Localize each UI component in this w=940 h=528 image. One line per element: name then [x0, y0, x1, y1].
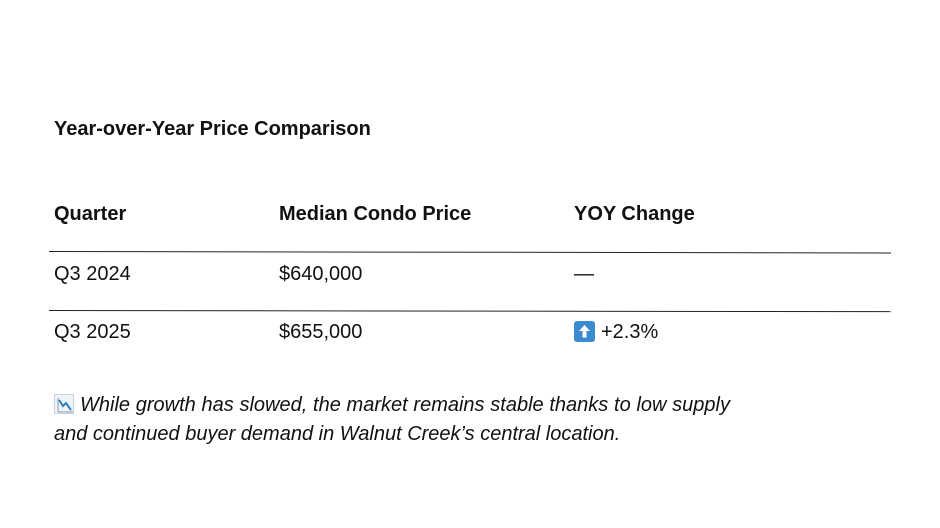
up-arrow-icon — [574, 321, 595, 342]
header-yoy-change: YOY Change — [574, 203, 695, 225]
row-yoy-change: +2.3% — [601, 321, 659, 343]
price-comparison-table: Quarter Median Condo Price YOY Change Q3… — [48, 192, 891, 368]
market-note-text: While growth has slowed, the market rema… — [54, 394, 730, 445]
market-note: While growth has slowed, the market rema… — [54, 391, 730, 449]
section-title: Year-over-Year Price Comparison — [54, 118, 371, 140]
row-yoy-change-cell: +2.3% — [574, 310, 658, 368]
header-median-price: Median Condo Price — [279, 203, 472, 225]
table-header-row: Quarter Median Condo Price YOY Change — [49, 192, 891, 252]
chart-decreasing-icon — [54, 394, 74, 414]
row-yoy-change: — — [574, 263, 594, 285]
table-row: Q3 2025 $655,000 +2.3% — [49, 310, 891, 368]
table-row: Q3 2024 $640,000 — — [49, 252, 891, 310]
row-quarter: Q3 2025 — [54, 321, 131, 343]
header-quarter: Quarter — [54, 203, 127, 225]
row-median-price: $640,000 — [279, 263, 363, 285]
row-median-price: $655,000 — [279, 321, 363, 343]
row-quarter: Q3 2024 — [54, 263, 131, 285]
